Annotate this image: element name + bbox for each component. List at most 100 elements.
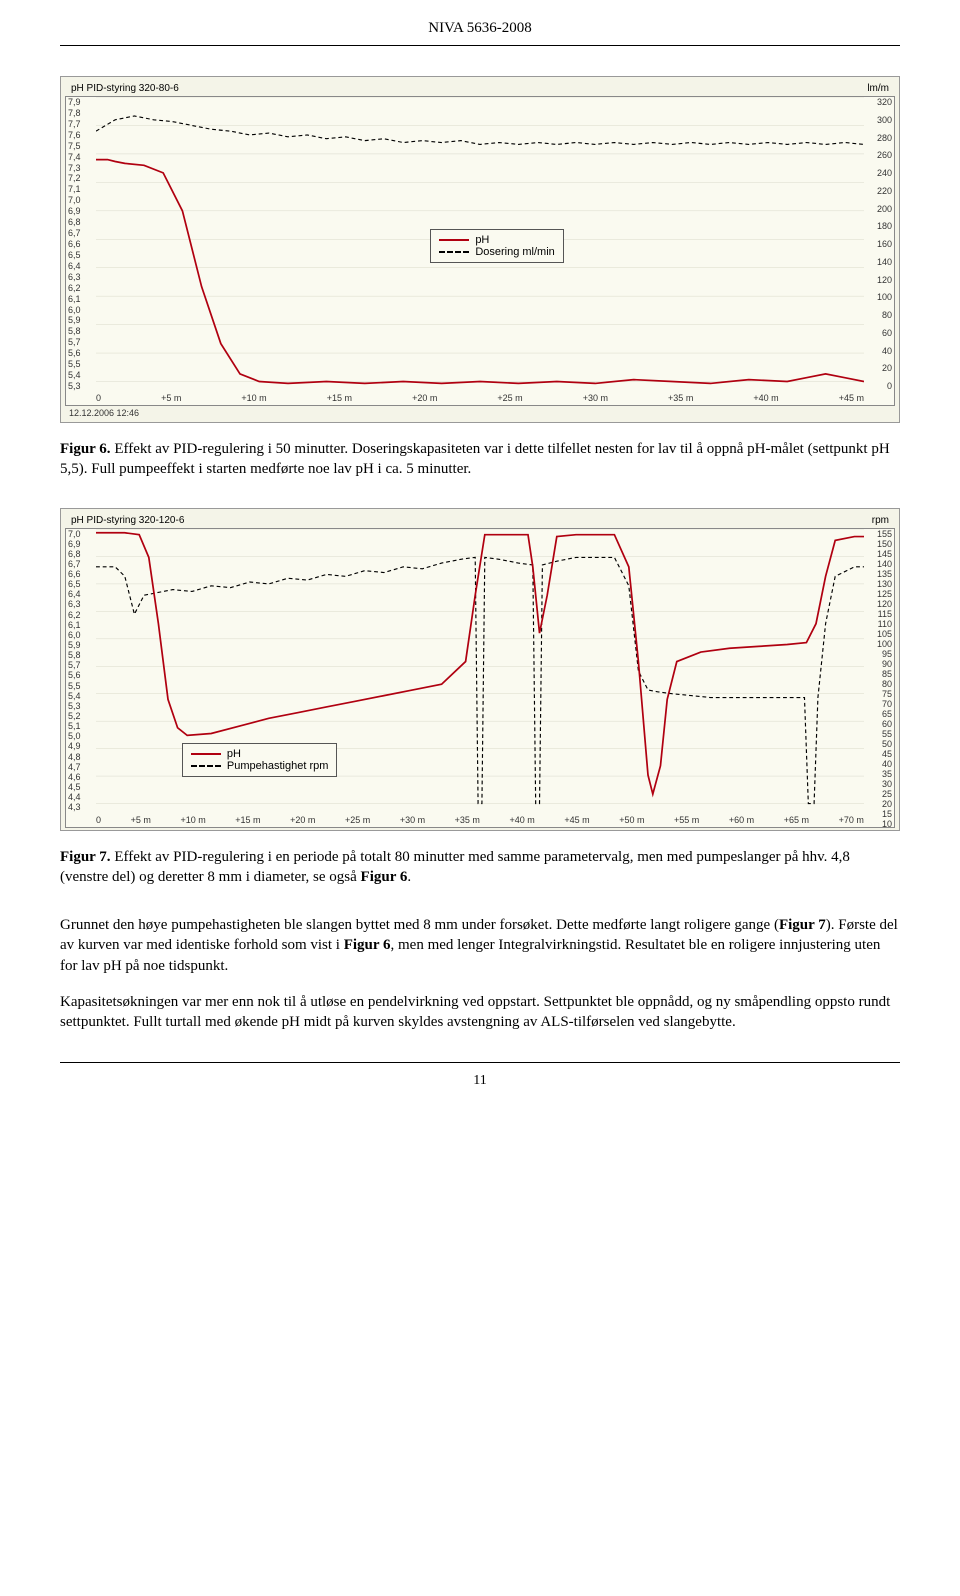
axis-tick: 110 (864, 619, 892, 629)
axis-tick: +55 m (674, 815, 699, 827)
axis-tick: 65 (864, 709, 892, 719)
header-rule (60, 45, 900, 46)
chart1-legend-label-ph: pH (475, 234, 489, 246)
axis-tick: 7,3 (68, 163, 96, 173)
figure-6-label: Figur 6. (60, 441, 111, 457)
axis-tick: 80 (864, 679, 892, 689)
axis-tick: +35 m (455, 815, 480, 827)
axis-tick: 6,3 (68, 599, 96, 609)
figure-7-caption-ref: Figur 6 (361, 869, 408, 885)
axis-tick: 120 (864, 275, 892, 285)
axis-tick: 6,6 (68, 239, 96, 249)
axis-tick: 120 (864, 599, 892, 609)
axis-tick: 5,2 (68, 711, 96, 721)
axis-tick: 105 (864, 629, 892, 639)
axis-tick: 100 (864, 292, 892, 302)
chart2-y-axis-left: 7,06,96,86,76,66,56,46,36,26,16,05,95,85… (68, 529, 96, 813)
axis-tick: 7,9 (68, 97, 96, 107)
axis-tick: 0 (864, 381, 892, 391)
chart1-y-axis-right: 3203002802602402202001801601401201008060… (864, 97, 892, 391)
axis-tick: 10 (864, 819, 892, 828)
axis-tick: 6,5 (68, 579, 96, 589)
axis-tick: 6,0 (68, 630, 96, 640)
axis-tick: +60 m (729, 815, 754, 827)
chart-figure-7: pH PID-styring 320-120-6 rpm 7,06,96,86,… (60, 508, 900, 831)
axis-tick: 220 (864, 186, 892, 196)
axis-tick: 140 (864, 257, 892, 267)
axis-tick: 135 (864, 569, 892, 579)
axis-tick: 80 (864, 310, 892, 320)
axis-tick: +5 m (131, 815, 151, 827)
figure-7-caption-text: Effekt av PID-regulering i en periode på… (60, 849, 850, 885)
axis-tick: +45 m (564, 815, 589, 827)
axis-tick: 6,8 (68, 549, 96, 559)
chart2-legend-label-pump: Pumpehastighet rpm (227, 760, 329, 772)
axis-tick: +15 m (235, 815, 260, 827)
axis-tick: 5,3 (68, 381, 96, 391)
axis-tick: 5,8 (68, 650, 96, 660)
axis-tick: +40 m (753, 393, 778, 405)
axis-tick: 6,2 (68, 610, 96, 620)
axis-tick: +30 m (583, 393, 608, 405)
figure-6-caption-text: Effekt av PID-regulering i 50 minutter. … (60, 441, 890, 477)
axis-tick: 5,9 (68, 640, 96, 650)
axis-tick: 155 (864, 529, 892, 539)
figure-7-caption: Figur 7. Effekt av PID-regulering i en p… (60, 847, 900, 888)
chart-figure-6: pH PID-styring 320-80-6 lm/m 7,97,87,77,… (60, 76, 900, 423)
axis-tick: 6,5 (68, 250, 96, 260)
axis-tick: 5,4 (68, 370, 96, 380)
axis-tick: 6,1 (68, 294, 96, 304)
axis-tick: 5,6 (68, 348, 96, 358)
chart1-plot-area: 7,97,87,77,67,57,47,37,27,17,06,96,86,76… (65, 96, 895, 406)
axis-tick: +25 m (345, 815, 370, 827)
axis-tick: +5 m (161, 393, 181, 405)
axis-tick: 5,3 (68, 701, 96, 711)
figure-6-caption: Figur 6. Effekt av PID-regulering i 50 m… (60, 439, 900, 480)
axis-tick: +10 m (180, 815, 205, 827)
legend-swatch-solid (191, 753, 221, 755)
axis-tick: 5,5 (68, 681, 96, 691)
axis-tick: 5,1 (68, 721, 96, 731)
axis-tick: 0 (96, 815, 101, 827)
chart2-y-axis-right: 1551501451401351301251201151101051009590… (864, 529, 892, 813)
axis-tick: 7,0 (68, 529, 96, 539)
chart1-title-left: pH PID-styring 320-80-6 (71, 83, 179, 94)
axis-tick: +40 m (510, 815, 535, 827)
axis-tick: 180 (864, 221, 892, 231)
chart1-title-row: pH PID-styring 320-80-6 lm/m (65, 83, 895, 96)
axis-tick: +30 m (400, 815, 425, 827)
axis-tick: 260 (864, 150, 892, 160)
axis-tick: 4,7 (68, 762, 96, 772)
axis-tick: 7,6 (68, 130, 96, 140)
axis-tick: 40 (864, 346, 892, 356)
axis-tick: 6,9 (68, 539, 96, 549)
page-header: NIVA 5636-2008 (60, 20, 900, 37)
axis-tick: 4,8 (68, 752, 96, 762)
axis-tick: +20 m (412, 393, 437, 405)
axis-tick: 5,7 (68, 337, 96, 347)
axis-tick: 5,6 (68, 670, 96, 680)
chart2-title-row: pH PID-styring 320-120-6 rpm (65, 515, 895, 528)
axis-tick: 145 (864, 549, 892, 559)
axis-tick: +70 m (839, 815, 864, 827)
axis-tick: 6,8 (68, 217, 96, 227)
axis-tick: 300 (864, 115, 892, 125)
axis-tick: +15 m (327, 393, 352, 405)
axis-tick: 75 (864, 689, 892, 699)
axis-tick: 6,2 (68, 283, 96, 293)
axis-tick: 25 (864, 789, 892, 799)
axis-tick: 160 (864, 239, 892, 249)
chart2-legend-label-ph: pH (227, 748, 241, 760)
axis-tick: 5,4 (68, 691, 96, 701)
axis-tick: 125 (864, 589, 892, 599)
axis-tick: 5,7 (68, 660, 96, 670)
axis-tick: +65 m (784, 815, 809, 827)
axis-tick: 60 (864, 328, 892, 338)
footer-rule (60, 1062, 900, 1063)
legend-swatch-solid (439, 239, 469, 241)
axis-tick: 4,5 (68, 782, 96, 792)
axis-tick: 15 (864, 809, 892, 819)
axis-tick: 60 (864, 719, 892, 729)
chart2-title-left: pH PID-styring 320-120-6 (71, 515, 184, 526)
axis-tick: +10 m (241, 393, 266, 405)
